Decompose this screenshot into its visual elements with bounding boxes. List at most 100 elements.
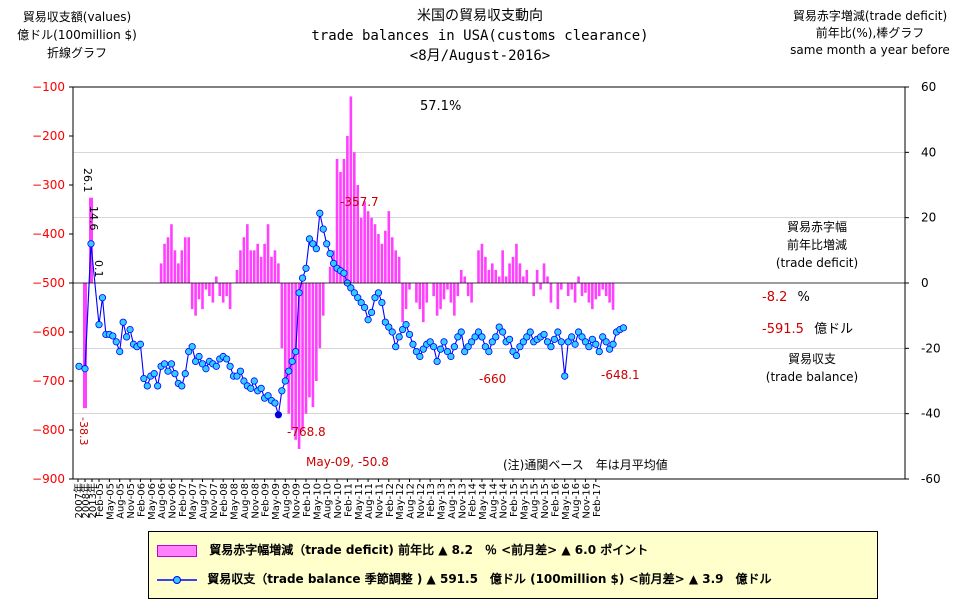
x-tick-label: May-13	[437, 483, 448, 520]
deficit-bar	[591, 283, 594, 310]
deficit-bar	[315, 283, 318, 381]
balance-point	[588, 335, 596, 343]
balance-point	[416, 352, 424, 361]
deficit-bar	[556, 283, 560, 310]
deficit-side-label: 貿易赤字幅 前年比増減 (trade deficit)	[762, 218, 872, 272]
balance-point	[212, 362, 220, 370]
title-line-2: trade balances in USA(customs clearance)	[311, 28, 649, 44]
deficit-bar	[401, 283, 404, 323]
right-caption-line-3: same month a year before	[790, 43, 950, 57]
balance-point	[409, 340, 417, 348]
x-tick-label: Feb-15	[509, 483, 520, 517]
deficit-bar	[349, 96, 353, 284]
balance-point	[198, 360, 207, 368]
x-tick-label: May-08	[230, 483, 241, 520]
x-tick-label: Nov-06	[167, 483, 178, 519]
balance-point	[364, 316, 372, 324]
x-tick-label: May-10	[312, 483, 323, 520]
balance-point	[371, 294, 379, 302]
deficit-bar	[439, 283, 442, 310]
x-tick-label: Feb-14	[468, 483, 479, 517]
deficit-bar	[163, 243, 166, 283]
balance-point	[443, 347, 452, 356]
left-caption-line-3: 折線グラフ	[46, 46, 107, 60]
right-caption-line-2: 前年比(%),棒グラフ	[815, 26, 925, 40]
deficit-unit: %	[797, 290, 810, 305]
balance-point	[136, 340, 144, 348]
annotation-peak-balance: -357.7	[340, 195, 379, 209]
deficit-bar	[311, 283, 315, 408]
balance-point	[302, 264, 310, 272]
trade-balance-chart: −100 −200 −300 −400 −500 −600 −700 −800 −900 60 40…	[32, 80, 941, 520]
deficit-bar	[363, 201, 366, 283]
deficit-bar	[584, 283, 587, 293]
balance-point	[354, 294, 362, 302]
deficit-bar	[449, 283, 453, 303]
x-tick-label: Feb-05	[95, 483, 106, 517]
balance-point	[523, 333, 531, 341]
deficit-bar	[597, 283, 601, 297]
annotation-peak-deficit: 57.1%	[420, 99, 461, 114]
balance-latest-value: -591.5	[762, 322, 804, 337]
left-tick-label: −900	[32, 472, 65, 486]
balance-point	[430, 343, 438, 351]
deficit-bar	[183, 237, 187, 283]
x-tick-label: Feb-07	[178, 483, 189, 517]
right-caption-line-1: 貿易赤字増減(trade deficit)	[792, 9, 948, 23]
deficit-bar	[601, 283, 604, 290]
balance-point	[454, 333, 462, 341]
balance-point	[550, 335, 559, 343]
right-tick-label: 60	[921, 80, 936, 94]
deficit-bar	[290, 283, 294, 430]
deficit-bar	[187, 237, 190, 283]
balance-point	[568, 333, 576, 341]
deficit-bar	[442, 283, 446, 300]
balance-point	[192, 357, 200, 365]
deficit-bar	[384, 230, 387, 283]
balance-point	[240, 377, 248, 385]
left-tick-label: −800	[32, 423, 65, 437]
x-tick-label: May-05	[105, 483, 116, 520]
deficit-bar	[356, 185, 360, 283]
deficit-bar	[373, 224, 377, 283]
left-tick-label: −500	[32, 276, 65, 290]
title-line-1: 米国の貿易収支動向	[417, 8, 543, 24]
deficit-bar	[308, 283, 311, 398]
x-tick-label: May-09	[271, 483, 282, 520]
deficit-bar	[422, 283, 425, 323]
annotations: 57.1% -357.7 -768.8 May-09, -50.8 -660 -648.1…	[77, 99, 640, 469]
balance-point	[526, 328, 534, 336]
balance-point	[126, 325, 134, 334]
x-tick-label: Aug-06	[157, 483, 168, 519]
deficit-bar	[166, 237, 170, 283]
balance-point	[578, 333, 586, 341]
balance-point	[329, 259, 338, 267]
balance-point	[495, 323, 503, 331]
balance-point	[257, 384, 265, 392]
deficit-bar	[511, 256, 515, 283]
x-tick-label: Nov-09	[292, 483, 303, 519]
axis-ticks: −100 −200 −300 −400 −500 −600 −700 −800 −900 60 40…	[32, 80, 941, 486]
deficit-side-label-1: 貿易赤字幅	[786, 220, 847, 234]
deficit-bar	[256, 243, 259, 283]
balance-point	[81, 365, 89, 373]
x-tick-label: Aug-05	[116, 483, 127, 519]
deficit-bar	[301, 283, 304, 430]
axes	[72, 86, 906, 480]
balance-point	[398, 325, 407, 334]
balance-point	[140, 374, 148, 383]
annual-bar-label-2007: -38.3	[77, 417, 90, 445]
deficit-bar	[570, 283, 573, 290]
deficit-bar	[573, 283, 577, 303]
x-tick-label: 2008年	[79, 483, 92, 518]
x-tick-label: Feb-13	[426, 483, 437, 517]
deficit-bar	[466, 283, 470, 297]
balance-point	[247, 384, 255, 392]
balance-point	[367, 308, 376, 316]
balance-point	[574, 328, 583, 336]
balance-point	[150, 370, 158, 378]
x-tick-label: May-16	[561, 483, 572, 520]
annotation-min-balance: -768.8	[287, 425, 326, 439]
x-tick-label: Aug-09	[281, 483, 292, 519]
